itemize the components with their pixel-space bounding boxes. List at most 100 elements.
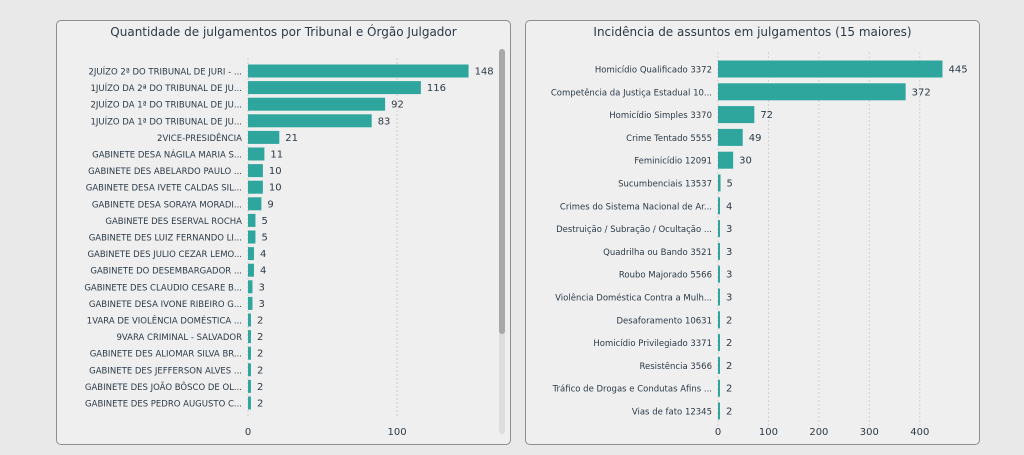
category-label: GABINETE DES CLAUDIO CESARE B... [84, 283, 242, 293]
data-label: 4 [726, 201, 732, 212]
bar[interactable] [248, 130, 280, 144]
x-tick-label: 400 [910, 427, 929, 438]
bar-chart-assuntos: 0 100 200 300 400 Homicídio Qualificado 3372 4… [551, 52, 968, 438]
bar[interactable] [248, 97, 386, 111]
data-label: 2 [726, 407, 732, 418]
bar[interactable] [718, 334, 720, 352]
category-label: GABINETE DES ALIOMAR SILVA BR... [90, 350, 242, 360]
bar[interactable] [248, 330, 251, 344]
x-tick-label: 0 [715, 427, 721, 438]
data-label: 5 [261, 216, 267, 227]
bar[interactable] [248, 379, 251, 393]
bar[interactable] [718, 174, 721, 192]
bar[interactable] [248, 213, 256, 227]
category-label: 9VARA CRIMINAL - SALVADOR [116, 333, 242, 343]
category-label: GABINETE DESA IVETE CALDAS SIL... [86, 184, 242, 194]
chart-panel-tribunal: Quantidade de julgamentos por Tribunal e… [56, 20, 511, 445]
data-label: 9 [267, 199, 273, 210]
category-label: GABINETE DES PEDRO AUGUSTO C... [85, 400, 242, 410]
data-label: 2 [726, 384, 732, 395]
bar[interactable] [718, 197, 721, 215]
bar[interactable] [248, 247, 254, 261]
data-label: 30 [739, 156, 752, 167]
category-label: 1JUÍZO DA 1ª DO TRIBUNAL DE JU... [90, 115, 242, 127]
data-label: 3 [726, 224, 732, 235]
bar[interactable] [718, 356, 720, 374]
data-label: 116 [427, 83, 446, 94]
data-label: 2 [257, 399, 263, 410]
category-label: Vias de fato 12345 [632, 408, 712, 418]
data-label: 49 [749, 133, 762, 144]
bar[interactable] [718, 128, 743, 146]
bar[interactable] [248, 296, 253, 310]
data-label: 11 [270, 150, 283, 161]
data-label: 10 [269, 166, 282, 177]
category-label: Roubo Majorado 5566 [619, 271, 712, 281]
category-label: GABINETE DESA IVONE RIBEIRO G... [89, 300, 242, 310]
category-label: GABINETE DES JEFFERSON ALVES ... [89, 366, 242, 376]
category-label: Desaforamento 10631 [617, 316, 712, 326]
bar[interactable] [248, 197, 262, 211]
bar[interactable] [248, 180, 263, 194]
bar[interactable] [718, 106, 755, 124]
category-label: GABINETE DES JULIO CEZAR LEMO... [87, 250, 242, 260]
category-label: Resistência 3566 [640, 361, 713, 372]
bar[interactable] [248, 147, 265, 161]
category-label: Quadrilha ou Bando 3521 [603, 248, 712, 258]
category-label: 2VICE-PRESIDÊNCIA [157, 132, 242, 144]
data-label: 2 [257, 316, 263, 327]
chart-title: Quantidade de julgamentos por Tribunal e… [110, 25, 457, 39]
data-label: 2 [257, 332, 263, 343]
data-label: 2 [726, 361, 732, 372]
bar[interactable] [248, 164, 263, 178]
category-label: Tráfico de Drogas e Condutas Afins ... [552, 385, 712, 395]
category-label: Feminicídio 12091 [634, 157, 712, 167]
category-label: Sucumbenciais 13537 [618, 180, 712, 190]
bar[interactable] [248, 280, 253, 294]
bar[interactable] [718, 265, 720, 283]
data-label: 445 [948, 65, 967, 76]
x-tick-label: 0 [245, 427, 251, 438]
bar[interactable] [248, 64, 469, 78]
bar[interactable] [718, 311, 720, 329]
category-label: Destruição / Subração / Ocultação ... [556, 225, 712, 235]
bar[interactable] [248, 230, 256, 244]
scrollbar-thumb[interactable] [499, 49, 505, 334]
data-label: 4 [260, 249, 266, 260]
category-label: GABINETE DESA NÁGILA MARIA S... [92, 149, 242, 161]
bar[interactable] [248, 313, 251, 327]
category-label: Violência Doméstica Contra a Mulh... [555, 293, 712, 304]
data-label: 3 [726, 270, 732, 281]
bar[interactable] [718, 151, 734, 169]
bar[interactable] [248, 263, 254, 277]
bar[interactable] [718, 242, 720, 260]
bar[interactable] [248, 114, 372, 128]
bar[interactable] [718, 402, 720, 420]
scrollbar[interactable] [499, 49, 505, 434]
data-label: 2 [257, 365, 263, 376]
bar[interactable] [718, 379, 720, 397]
data-label: 2 [257, 382, 263, 393]
data-label: 148 [475, 67, 494, 78]
bar[interactable] [248, 396, 251, 410]
data-label: 5 [727, 179, 733, 190]
data-label: 92 [391, 100, 404, 111]
category-label: Crimes do Sistema Nacional de Ar... [560, 202, 712, 212]
bar[interactable] [718, 288, 720, 306]
bar[interactable] [718, 83, 906, 101]
bar[interactable] [248, 363, 251, 377]
bar[interactable] [718, 220, 720, 238]
x-tick-label: 100 [759, 427, 778, 438]
bar-chart-tribunal: 0 100 2JUÍZO 2ª DO TRIBUNAL DE JURI - ... 1… [84, 58, 494, 438]
x-tick-label: 200 [809, 427, 828, 438]
category-label: 1JUÍZO DA 2ª DO TRIBUNAL DE JU... [90, 82, 242, 94]
x-tick-label: 300 [860, 427, 879, 438]
data-label: 4 [260, 266, 266, 277]
bar[interactable] [248, 81, 421, 95]
data-label: 2 [726, 315, 732, 326]
bar[interactable] [248, 346, 251, 360]
data-label: 21 [285, 133, 298, 144]
data-label: 3 [726, 247, 732, 258]
category-label: Homicídio Qualificado 3372 [595, 66, 712, 76]
bar[interactable] [718, 60, 943, 78]
